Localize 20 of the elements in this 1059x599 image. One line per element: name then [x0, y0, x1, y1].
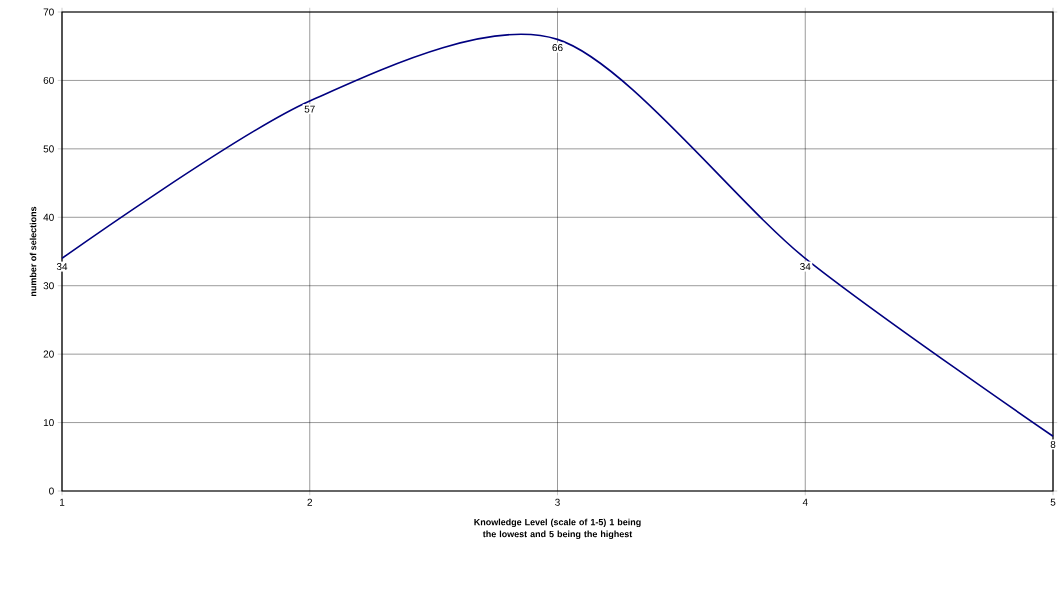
data-label: 57	[304, 105, 315, 113]
y-tick-label: 0	[49, 487, 54, 495]
x-tick-label: 4	[802, 498, 808, 506]
data-label: 8	[1050, 440, 1056, 448]
data-label: 34	[800, 263, 811, 271]
y-tick-label: 70	[43, 8, 54, 16]
x-tick-label: 2	[307, 498, 313, 506]
x-tick-label: 5	[1050, 498, 1056, 506]
x-tick-label: 1	[60, 498, 65, 506]
y-axis-title: number of selections	[29, 206, 37, 296]
data-label: 66	[552, 44, 563, 52]
data-label: 34	[56, 263, 68, 271]
y-tick-label: 60	[43, 76, 54, 84]
y-tick-label: 10	[43, 419, 54, 427]
x-axis-title: Knowledge Level (scale of 1-5) 1 being the lowest and 5 being the highest	[474, 518, 641, 540]
y-tick-label: 50	[43, 145, 54, 153]
y-tick-label: 40	[43, 213, 54, 221]
x-tick-label: 3	[555, 498, 560, 506]
y-tick-label: 30	[43, 282, 54, 290]
y-tick-label: 20	[43, 350, 54, 358]
